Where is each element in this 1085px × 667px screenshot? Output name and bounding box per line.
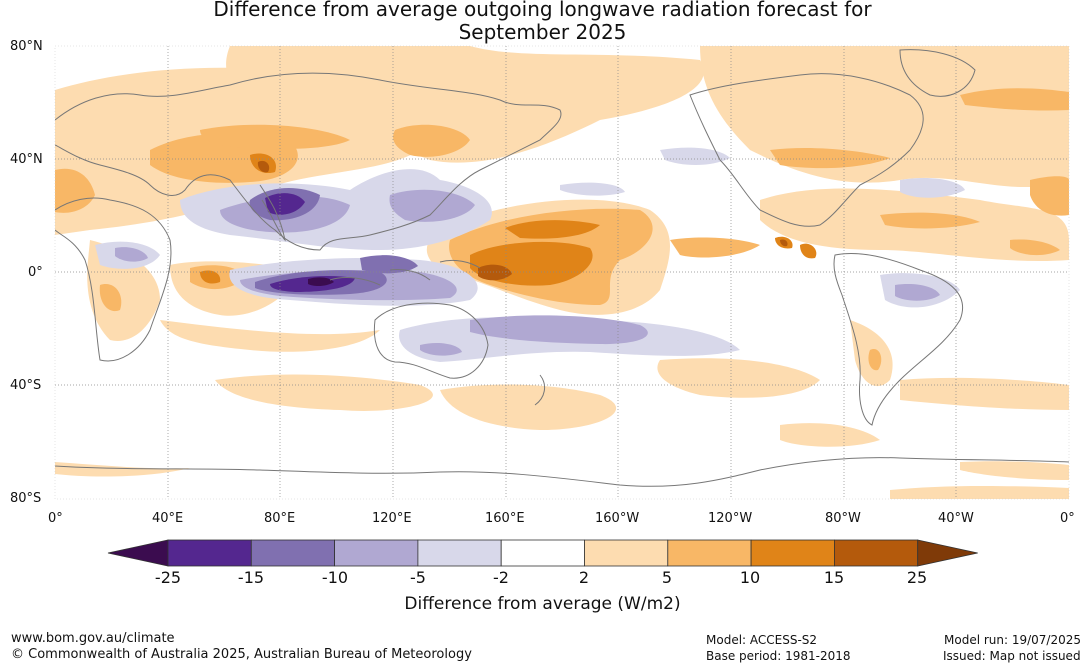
colorbar-swatch <box>334 539 419 567</box>
footer-base-period: Base period: 1981-2018 <box>706 649 851 663</box>
lon-label-80w: 80°W <box>825 511 861 526</box>
lat-label-80n: 80°N <box>10 39 43 54</box>
colorbar-swatch <box>667 539 752 567</box>
lon-label-40e: 40°E <box>152 511 184 526</box>
colorbar-tick: -2 <box>493 568 509 587</box>
map-title-line-2: September 2025 <box>458 20 627 44</box>
map-title-line-1: Difference from average outgoing longwav… <box>213 0 872 21</box>
anomaly-band-15-to-25 <box>257 160 788 281</box>
colorbar-tick: -15 <box>237 568 265 587</box>
lat-label-equator: 0° <box>28 265 43 280</box>
colorbar-tick: -25 <box>154 568 182 587</box>
colorbar-tick: 10 <box>739 568 761 587</box>
colorbar-swatch <box>250 539 336 567</box>
lon-label-160e: 160°E <box>485 511 525 526</box>
colorbar-swatch <box>417 539 502 567</box>
colorbar-tick: -10 <box>321 568 349 587</box>
footer-model-run: Model run: 19/07/2025 <box>944 633 1082 647</box>
lat-label-40s: 40°S <box>10 378 42 393</box>
colorbar-tick: 15 <box>823 568 845 587</box>
colorbar-tick: 2 <box>578 568 590 587</box>
lon-label-120e: 120°E <box>372 511 412 526</box>
lon-label-0-left: 0° <box>48 511 63 526</box>
anomaly-band-below-minus25 <box>308 277 334 287</box>
footer-website: www.bom.gov.au/climate <box>11 631 175 646</box>
lat-label-40n: 40°N <box>10 152 43 167</box>
colorbar-extend-high <box>917 539 978 567</box>
colorbar-tick: -5 <box>410 568 426 587</box>
colorbar-swatch <box>834 539 919 567</box>
footer-model: Model: ACCESS-S2 <box>706 633 818 647</box>
colorbar-tick: 5 <box>661 568 673 587</box>
colorbar-swatch <box>167 539 252 567</box>
lon-label-0-right: 0° <box>1060 511 1075 526</box>
colorbar <box>107 539 978 567</box>
lon-label-160w: 160°W <box>595 511 640 526</box>
colorbar-swatch <box>500 539 585 567</box>
colorbar-extend-low <box>107 539 169 567</box>
footer-copyright: © Commonwealth of Australia 2025, Austra… <box>11 647 472 662</box>
lat-label-80s: 80°S <box>10 491 42 506</box>
colorbar-swatch <box>584 539 669 567</box>
footer-issued: Issued: Map not issued <box>943 649 1081 663</box>
colorbar-tick: 25 <box>906 568 928 587</box>
lon-label-40w: 40°W <box>938 511 974 526</box>
colorbar-label: Difference from average (W/m2) <box>404 594 681 614</box>
gridlines <box>55 46 1069 499</box>
lon-label-80e: 80°E <box>264 511 296 526</box>
colorbar-swatch <box>750 539 835 567</box>
lon-label-120w: 120°W <box>708 511 753 526</box>
